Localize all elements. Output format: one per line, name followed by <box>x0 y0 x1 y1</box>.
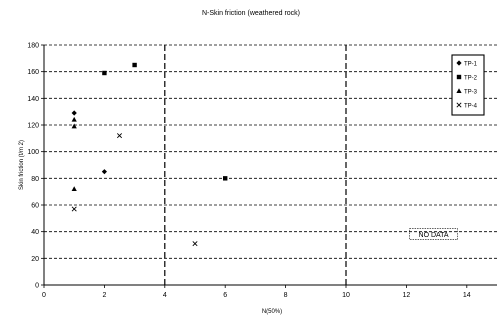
x-tick-label: 10 <box>342 292 350 299</box>
x-tick-label: 2 <box>102 292 106 299</box>
y-tick-label: 0 <box>35 283 39 290</box>
data-point-tp-4 <box>116 133 123 139</box>
x-tick-label: 8 <box>284 292 288 299</box>
y-tick-label: 40 <box>31 229 39 236</box>
legend-label-tp-4: TP-4 <box>464 104 478 110</box>
legend-marker-tp-3 <box>456 88 462 93</box>
y-tick-label: 120 <box>27 123 39 130</box>
y-axis-title: Skin friction (t/m 2) <box>19 140 25 190</box>
y-tick-label: 20 <box>31 256 39 263</box>
legend-label-tp-3: TP-3 <box>464 90 478 96</box>
data-point-tp-1 <box>71 110 77 116</box>
data-point-tp-2 <box>102 70 107 76</box>
y-tick-label: 160 <box>27 69 39 76</box>
x-tick-label: 6 <box>223 292 227 299</box>
chart-title: N-Skin friction (weathered rock) <box>202 10 300 17</box>
x-tick-label: 4 <box>163 292 167 299</box>
x-tick-label: 14 <box>463 292 471 299</box>
x-tick-label: 12 <box>403 292 411 299</box>
data-point-tp-2 <box>132 62 137 68</box>
data-point-tp-3 <box>71 116 77 122</box>
annotation-label: NO DATA <box>419 232 449 239</box>
data-point-tp-2 <box>223 176 228 181</box>
data-point-tp-4 <box>71 206 77 212</box>
annotation-box <box>409 228 458 240</box>
legend-label-tp-1: TP-1 <box>464 62 478 68</box>
data-point-tp-3 <box>71 186 77 191</box>
legend-marker-tp-1 <box>456 60 462 66</box>
legend-label-tp-2: TP-2 <box>464 76 478 82</box>
legend-marker-tp-4 <box>456 102 462 108</box>
y-tick-label: 80 <box>31 176 39 183</box>
data-point-tp-3 <box>71 123 77 129</box>
legend-marker-tp-2 <box>456 74 462 80</box>
y-tick-label: 60 <box>31 203 39 210</box>
x-tick-label: 0 <box>42 292 46 299</box>
y-tick-label: 140 <box>27 96 39 103</box>
legend-box <box>451 54 485 116</box>
data-point-tp-4 <box>192 241 198 247</box>
y-tick-label: 100 <box>27 149 39 156</box>
x-axis-title: N(50%) <box>262 309 282 315</box>
data-point-tp-1 <box>101 169 107 175</box>
y-tick-label: 180 <box>27 43 39 50</box>
